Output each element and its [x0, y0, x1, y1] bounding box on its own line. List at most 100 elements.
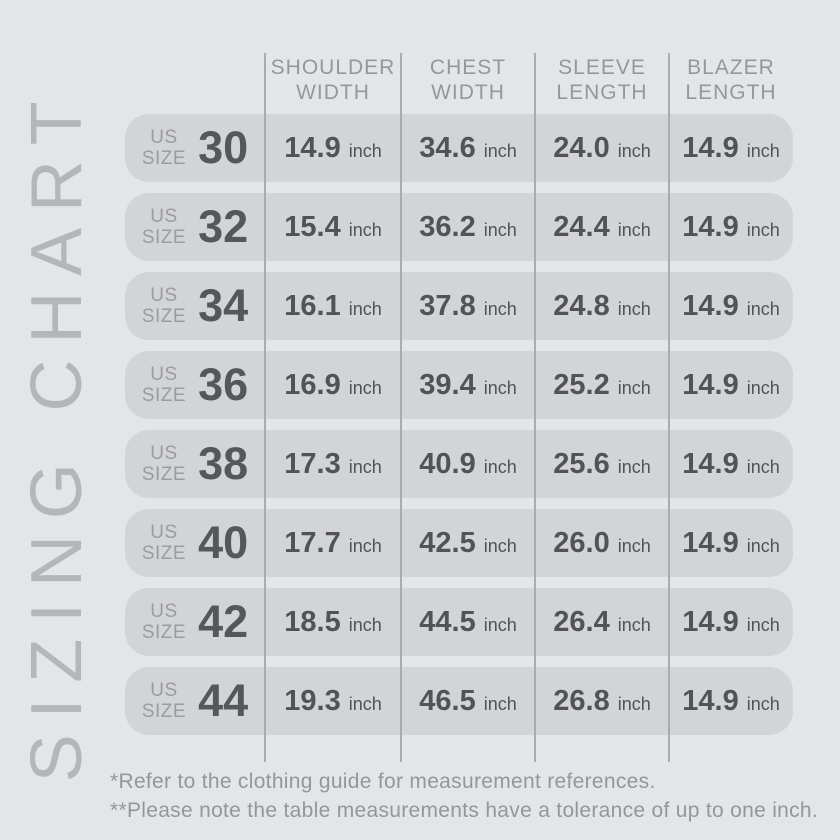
chest-width-cell: 46.5 inch	[401, 685, 535, 718]
unit-label: inch	[746, 456, 780, 477]
header-line: SLEEVE	[558, 56, 646, 79]
us-size-label: US SIZE	[142, 127, 186, 169]
measurement-value: 14.9	[682, 447, 739, 480]
measurement-value: 40.9	[419, 447, 476, 480]
footnotes: *Refer to the clothing guide for measure…	[110, 767, 818, 825]
chest-width-cell: 40.9 inch	[401, 448, 535, 481]
header-line: SHOULDER	[270, 56, 396, 79]
measurement-value: 14.9	[682, 368, 739, 401]
unit-label: inch	[483, 456, 517, 477]
unit-label: inch	[617, 140, 651, 161]
sleeve-length-cell: 24.8 inch	[535, 290, 669, 323]
size-value: 40	[198, 517, 249, 568]
measurement-value: 26.4	[553, 605, 610, 638]
chest-width-cell: 44.5 inch	[401, 606, 535, 639]
us-label: US	[150, 285, 178, 306]
blazer-length-cell: 14.9 inch	[669, 448, 793, 481]
us-label: US	[150, 601, 178, 622]
unit-label: inch	[617, 377, 651, 398]
unit-label: inch	[348, 456, 382, 477]
measurement-value: 24.4	[553, 210, 610, 243]
measurement-value: 17.3	[284, 447, 341, 480]
size-cell: US SIZE 34	[125, 280, 265, 332]
unit-label: inch	[746, 377, 780, 398]
size-label: SIZE	[141, 701, 187, 722]
unit-label: inch	[746, 693, 780, 714]
us-label: US	[150, 443, 178, 464]
size-value: 34	[198, 280, 249, 331]
measurement-value: 18.5	[284, 605, 341, 638]
size-value: 42	[198, 596, 249, 647]
measurement-value: 37.8	[419, 289, 476, 322]
header-spacer	[125, 55, 265, 114]
shoulder-width-cell: 17.7 inch	[265, 527, 401, 560]
us-label: US	[150, 206, 178, 227]
us-size-label: US SIZE	[142, 522, 186, 564]
us-size-label: US SIZE	[142, 443, 186, 485]
unit-label: inch	[746, 219, 780, 240]
unit-label: inch	[746, 614, 780, 635]
measurement-value: 14.9	[682, 684, 739, 717]
sleeve-length-cell: 25.6 inch	[535, 448, 669, 481]
column-header-blazer-length: BLAZER LENGTH	[669, 55, 793, 114]
measurement-value: 14.9	[682, 131, 739, 164]
size-label: SIZE	[141, 622, 187, 643]
unit-label: inch	[483, 377, 517, 398]
chest-width-cell: 42.5 inch	[401, 527, 535, 560]
unit-label: inch	[348, 298, 382, 319]
blazer-length-cell: 14.9 inch	[669, 685, 793, 718]
measurement-value: 34.6	[419, 131, 476, 164]
unit-label: inch	[617, 614, 651, 635]
measurement-value: 17.7	[284, 526, 341, 559]
us-size-label: US SIZE	[142, 364, 186, 406]
size-cell: US SIZE 36	[125, 359, 265, 411]
size-cell: US SIZE 30	[125, 122, 265, 174]
unit-label: inch	[483, 140, 517, 161]
header-line: WIDTH	[296, 81, 370, 104]
unit-label: inch	[348, 140, 382, 161]
size-label: SIZE	[141, 227, 187, 248]
unit-label: inch	[746, 298, 780, 319]
column-header-chest-width: CHEST WIDTH	[401, 55, 535, 114]
size-cell: US SIZE 38	[125, 438, 265, 490]
measurement-value: 15.4	[284, 210, 341, 243]
sleeve-length-cell: 25.2 inch	[535, 369, 669, 402]
size-value: 38	[198, 438, 249, 489]
blazer-length-cell: 14.9 inch	[669, 606, 793, 639]
table-row: US SIZE 36 16.9 inch 39.4 inch 25.2 inch 14…	[125, 351, 793, 419]
unit-label: inch	[746, 535, 780, 556]
measurement-value: 14.9	[682, 210, 739, 243]
unit-label: inch	[746, 140, 780, 161]
unit-label: inch	[617, 456, 651, 477]
size-label: SIZE	[141, 464, 187, 485]
shoulder-width-cell: 15.4 inch	[265, 211, 401, 244]
measurement-value: 44.5	[419, 605, 476, 638]
chest-width-cell: 39.4 inch	[401, 369, 535, 402]
column-header-sleeve-length: SLEEVE LENGTH	[535, 55, 669, 114]
measurement-value: 24.0	[553, 131, 610, 164]
measurement-value: 16.1	[284, 289, 341, 322]
size-cell: US SIZE 32	[125, 201, 265, 253]
unit-label: inch	[348, 614, 382, 635]
table-row: US SIZE 30 14.9 inch 34.6 inch 24.0 inch 14…	[125, 114, 793, 182]
blazer-length-cell: 14.9 inch	[669, 132, 793, 165]
unit-label: inch	[483, 298, 517, 319]
table-header: SHOULDER WIDTH CHEST WIDTH SLEEVE LENGTH…	[125, 53, 793, 114]
measurement-value: 14.9	[682, 605, 739, 638]
us-size-label: US SIZE	[142, 601, 186, 643]
unit-label: inch	[617, 219, 651, 240]
shoulder-width-cell: 19.3 inch	[265, 685, 401, 718]
sleeve-length-cell: 26.0 inch	[535, 527, 669, 560]
table-row: US SIZE 34 16.1 inch 37.8 inch 24.8 inch 14…	[125, 272, 793, 340]
footnote-measurement-reference: *Refer to the clothing guide for measure…	[110, 770, 656, 793]
chest-width-cell: 34.6 inch	[401, 132, 535, 165]
measurement-value: 26.8	[553, 684, 610, 717]
unit-label: inch	[617, 535, 651, 556]
measurement-value: 14.9	[682, 526, 739, 559]
size-cell: US SIZE 42	[125, 596, 265, 648]
shoulder-width-cell: 14.9 inch	[265, 132, 401, 165]
shoulder-width-cell: 16.9 inch	[265, 369, 401, 402]
us-size-label: US SIZE	[142, 680, 186, 722]
header-line: WIDTH	[431, 81, 505, 104]
